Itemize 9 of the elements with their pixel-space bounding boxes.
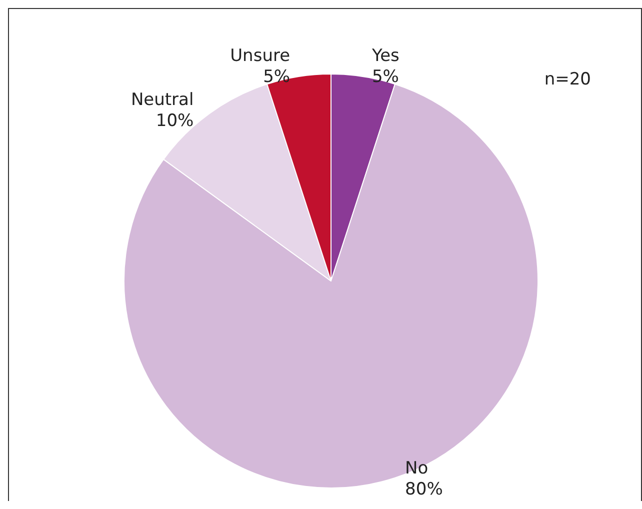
data-label: 5%	[263, 67, 290, 88]
slice-label: Yes	[370, 46, 400, 66]
slice-label: Unsure	[230, 46, 290, 66]
slice-label: No	[405, 458, 428, 478]
data-label: 10%	[156, 111, 194, 132]
slice-label: Neutral	[130, 90, 194, 110]
data-label: 5%	[372, 67, 399, 88]
data-label: 80%	[405, 480, 443, 500]
text: n=20	[544, 70, 592, 90]
